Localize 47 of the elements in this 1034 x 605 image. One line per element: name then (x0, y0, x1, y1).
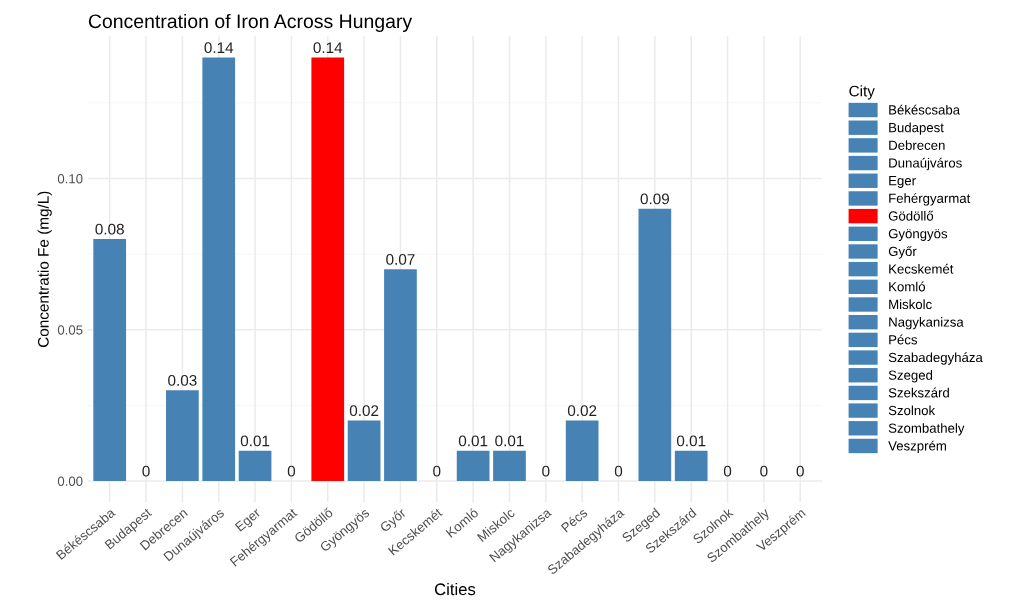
data-label: 0.02 (567, 405, 597, 417)
data-label: 0.14 (204, 42, 234, 54)
y-tick-label: 0.05 (57, 325, 83, 335)
data-label: 0.01 (240, 435, 270, 447)
legend-label: Dunaújváros (889, 157, 962, 171)
y-axis-title: Concentratio Fe (mg/L) (37, 191, 52, 347)
legend-label: Szombathely (888, 423, 965, 436)
data-label: 0.08 (95, 223, 124, 235)
legend-label: Nagykanizsa (889, 317, 964, 330)
legend-label: Gödöllő (888, 210, 934, 221)
data-label: 0.01 (676, 435, 706, 447)
data-label: 0 (542, 465, 550, 477)
legend-label: Fehérgyarmat (889, 193, 971, 206)
y-tick-label: 0.00 (57, 476, 83, 486)
legend-label: Komló (889, 281, 926, 292)
data-label: 0.01 (458, 435, 488, 447)
data-label: 0 (760, 465, 768, 477)
data-label: 0 (142, 465, 150, 477)
data-label: 0 (433, 465, 441, 477)
data-label: 0.01 (495, 435, 524, 447)
data-label: 0.07 (386, 254, 415, 265)
chart-title: Concentration of Iron Across Hungary (88, 13, 413, 32)
legend-label: Gyöngyös (888, 229, 948, 241)
legend-label: Szeged (888, 370, 933, 383)
legend-label: Miskolc (889, 299, 932, 310)
data-label: 0.03 (168, 375, 197, 386)
data-label: 0 (796, 465, 804, 477)
y-tick-label: 0.10 (57, 174, 83, 184)
legend-label: Szabadegyháza (888, 352, 983, 365)
data-label: 0 (723, 465, 732, 477)
x-axis-title: Cities (434, 582, 476, 596)
data-label: 0.14 (313, 42, 343, 54)
data-label: 0 (614, 465, 623, 477)
legend-label: Győr (888, 246, 917, 259)
legend-label: Szolnok (888, 405, 936, 416)
legend-label: Kecskemét (889, 263, 954, 274)
data-label: 0.02 (349, 405, 379, 417)
legend-label: Budapest (889, 122, 944, 135)
legend-label: Békéscsaba (889, 104, 961, 115)
legend-label: Debrecen (889, 140, 945, 150)
data-label: 0 (287, 465, 296, 477)
data-label: 0.09 (640, 193, 669, 205)
legend-label: Pécs (889, 334, 918, 345)
legend-label: Eger (889, 176, 916, 188)
legend-label: Szekszárd (888, 387, 949, 398)
legend-title: City (849, 85, 875, 100)
legend-label: Veszprém (888, 440, 946, 454)
